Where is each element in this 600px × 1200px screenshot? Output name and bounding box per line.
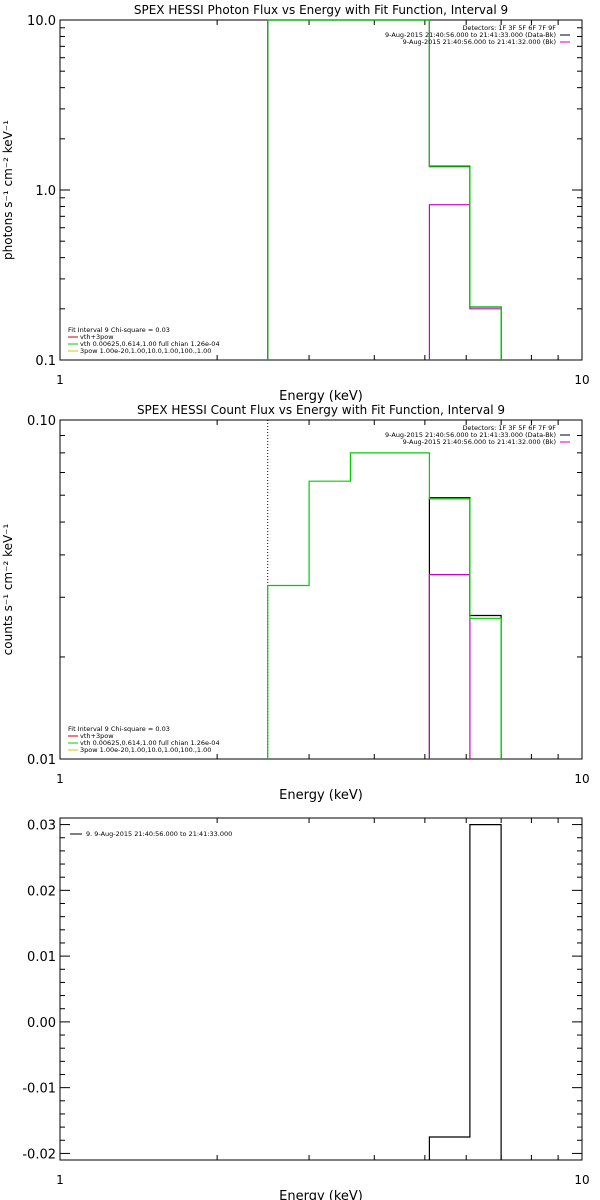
y-tick-label: 0.01: [27, 950, 56, 965]
x-tick-label: 1: [56, 1173, 64, 1187]
x-axis-label: Energy (keV): [279, 788, 363, 803]
y-tick-label: 10.0: [27, 14, 56, 29]
series-2-line: [267, 19, 502, 360]
y-tick-label: 0.00: [27, 1016, 56, 1031]
series-0-line: [428, 497, 502, 759]
x-tick-label: 1: [56, 772, 64, 786]
y-tick-label: 1.0: [35, 184, 56, 199]
plot-frame: [59, 419, 583, 760]
y-tick-label: 0.02: [27, 884, 56, 899]
fit-info-text: 3pow 1.00e-20,1.00,10.0,1.00,100.,1.00: [80, 746, 211, 754]
legend-entry: 9-Aug-2015 21:40:56.000 to 21:41:32.000 …: [403, 438, 556, 446]
x-axis-label: Energy (keV): [279, 389, 363, 404]
legend-entry: 9. 9-Aug-2015 21:40:56.000 to 21:41:33.0…: [86, 830, 232, 838]
plot-frame: [59, 19, 583, 361]
x-tick-label: 10: [574, 772, 589, 786]
plot-frame: [59, 817, 583, 1161]
y-tick-label: 0.1: [35, 354, 56, 369]
x-tick-label: 10: [574, 373, 589, 387]
chart-title: SPEX HESSI Count Flux vs Energy with Fit…: [137, 403, 505, 417]
fit-info-text: vth 0.00625,0.614,1.00 full chian 1.26e-…: [80, 739, 220, 747]
series-1-line: [428, 204, 502, 360]
chart-title: SPEX HESSI Photon Flux vs Energy with Fi…: [134, 3, 508, 17]
y-axis-label: counts s⁻¹ cm⁻² keV⁻¹: [1, 523, 15, 655]
series-0-line: [267, 19, 502, 360]
legend-entry: Detectors: 1F 3F 5F 6F 7F 9F: [462, 24, 556, 32]
y-tick-label: 0.01: [27, 753, 56, 768]
y-tick-label: 0.03: [27, 819, 56, 834]
y-tick-label: 0.10: [27, 414, 56, 429]
fit-info-text: Fit Interval 9 Chi-square = 0.03: [68, 725, 170, 733]
series-0-line: [428, 824, 502, 1160]
x-axis-label: Energy (keV): [279, 1189, 363, 1200]
fit-info-text: Fit Interval 9 Chi-square = 0.03: [68, 326, 170, 334]
fit-info-text: vth 0.00625,0.614,1.00 full chian 1.26e-…: [80, 340, 220, 348]
x-tick-label: 10: [574, 1173, 589, 1187]
y-tick-label: -0.01: [22, 1082, 56, 1097]
legend-entry: 9-Aug-2015 21:40:56.000 to 21:41:32.000 …: [403, 38, 556, 46]
fit-info-text: vth+3pow: [80, 333, 114, 341]
legend-entry: 9-Aug-2015 21:40:56.000 to 21:41:33.000 …: [385, 31, 556, 39]
legend-entry: Detectors: 1F 3F 5F 6F 7F 9F: [462, 424, 556, 432]
series-2-line: [267, 452, 502, 759]
y-axis-label: photons s⁻¹ cm⁻² keV⁻¹: [1, 120, 15, 260]
fit-info-text: vth+3pow: [80, 732, 114, 740]
y-tick-label: -0.02: [22, 1147, 56, 1162]
fit-info-text: 3pow 1.00e-20,1.00,10.0,1.00,100.,1.00: [80, 347, 211, 355]
series-1-line: [428, 574, 471, 759]
legend-entry: 9-Aug-2015 21:40:56.000 to 21:41:33.000 …: [385, 431, 556, 439]
x-tick-label: 1: [56, 373, 64, 387]
